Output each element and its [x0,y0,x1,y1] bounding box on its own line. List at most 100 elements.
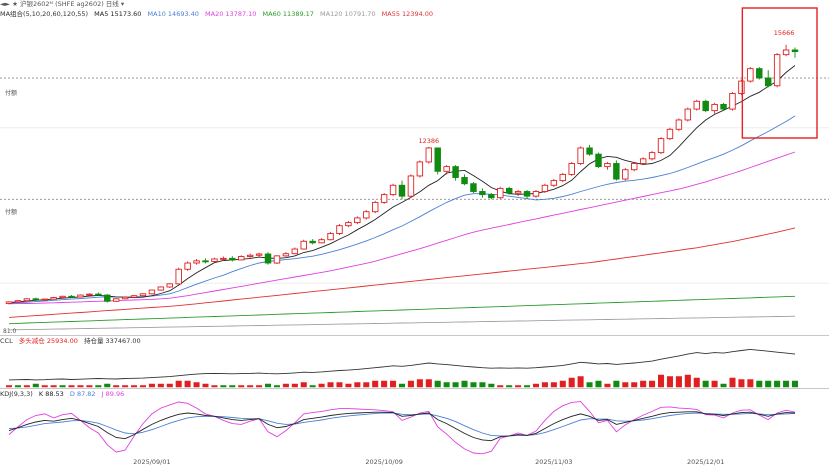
oi-bar [381,380,388,388]
candle [568,163,575,175]
candle [354,217,361,224]
oi-bar [398,383,406,388]
kdj-d: D 87.82 [69,390,96,398]
oi-bar [14,385,21,388]
ccl-duokong: 多头减仓 25934.00 [18,337,78,345]
ma5-line [8,65,796,303]
candle [184,262,191,270]
oi-bar [577,376,584,388]
candle [264,253,272,264]
oi-bar [524,385,531,388]
candle [32,298,40,301]
candle [425,147,433,163]
candle [434,147,441,172]
oi-bar [41,385,48,388]
ma10-line [8,115,796,304]
oi-bar [613,380,620,388]
kdj-d-line [8,412,796,437]
oi-bar [568,377,575,388]
candle [639,158,647,164]
ma20-value: MA20 13787.10 [205,10,257,18]
candle [720,103,727,110]
oi-bar [640,380,647,388]
ma20-line [8,151,796,305]
ma-group-label[interactable]: MA组合(5,10,20,60,120,55) [0,10,89,18]
candle [747,68,754,82]
candle [380,194,388,203]
oi-bar [104,383,111,388]
oi-bar [443,382,450,388]
ccl-name[interactable]: CCL [0,337,13,345]
candle [300,240,307,250]
oi-bar [479,382,486,388]
oi-bar [550,382,557,388]
candle [59,295,66,298]
oi-bar [452,382,459,388]
kdj-j: J 89.96 [101,390,125,398]
oi-bar [783,380,790,388]
candle [407,175,415,197]
oi-bar [586,382,593,388]
oi-bar [595,380,602,388]
candle [273,255,281,264]
contract-title[interactable]: ◄► ★ 沪银2602ᴹ (SHFE ag2602) 日线 ▾ [0,0,125,8]
oi-bar [5,385,13,388]
oi-bar [666,376,673,388]
candle [711,103,718,112]
candle [130,295,138,298]
panel-divider[interactable] [0,388,829,389]
candle [666,128,674,140]
candle [497,187,504,199]
oi-bar [77,385,84,388]
candle [157,286,165,291]
oi-bar [202,383,209,388]
oi-bar [59,385,66,388]
candle [50,297,57,300]
oi-bar [211,385,218,388]
candle [139,293,147,297]
candle [764,77,772,87]
oi-bar [327,382,334,388]
candle [104,294,111,302]
oi-bar [318,383,325,388]
oi-bar [622,382,629,388]
oi-bar [532,383,539,388]
oi-bar [291,383,298,388]
candle [613,163,620,180]
candle [541,184,549,192]
oi-bar [702,380,709,388]
candle [791,49,799,52]
oi-bar [265,383,272,388]
oi-bar [363,382,370,388]
candle [68,295,75,298]
panel-divider[interactable] [0,335,829,336]
oi-bar [238,385,245,388]
oi-bar [711,380,718,388]
oi-bar [774,380,781,388]
candle [229,257,236,261]
candle [41,298,48,301]
candle [523,191,531,197]
ma5-value: MA5 15173.60 [94,10,142,18]
oi-bar [434,380,441,388]
candle [345,222,352,227]
candle [175,268,182,285]
oi-bar [631,382,638,388]
ma120-line [8,295,796,325]
candle [148,289,156,295]
candle [577,147,584,164]
candle [112,298,120,302]
oi-bar [50,385,57,388]
high-label: 12386 [418,137,439,145]
oi-bar [765,380,772,388]
kdj-name[interactable]: KDJ(9,3,3) [0,390,33,398]
candle [193,260,200,264]
candle [416,161,424,177]
oi-bar [470,382,477,388]
candle [773,54,781,87]
oi-bar [729,377,736,388]
oi-bar [122,385,129,388]
oi-bar [541,382,548,388]
candle [211,258,218,262]
